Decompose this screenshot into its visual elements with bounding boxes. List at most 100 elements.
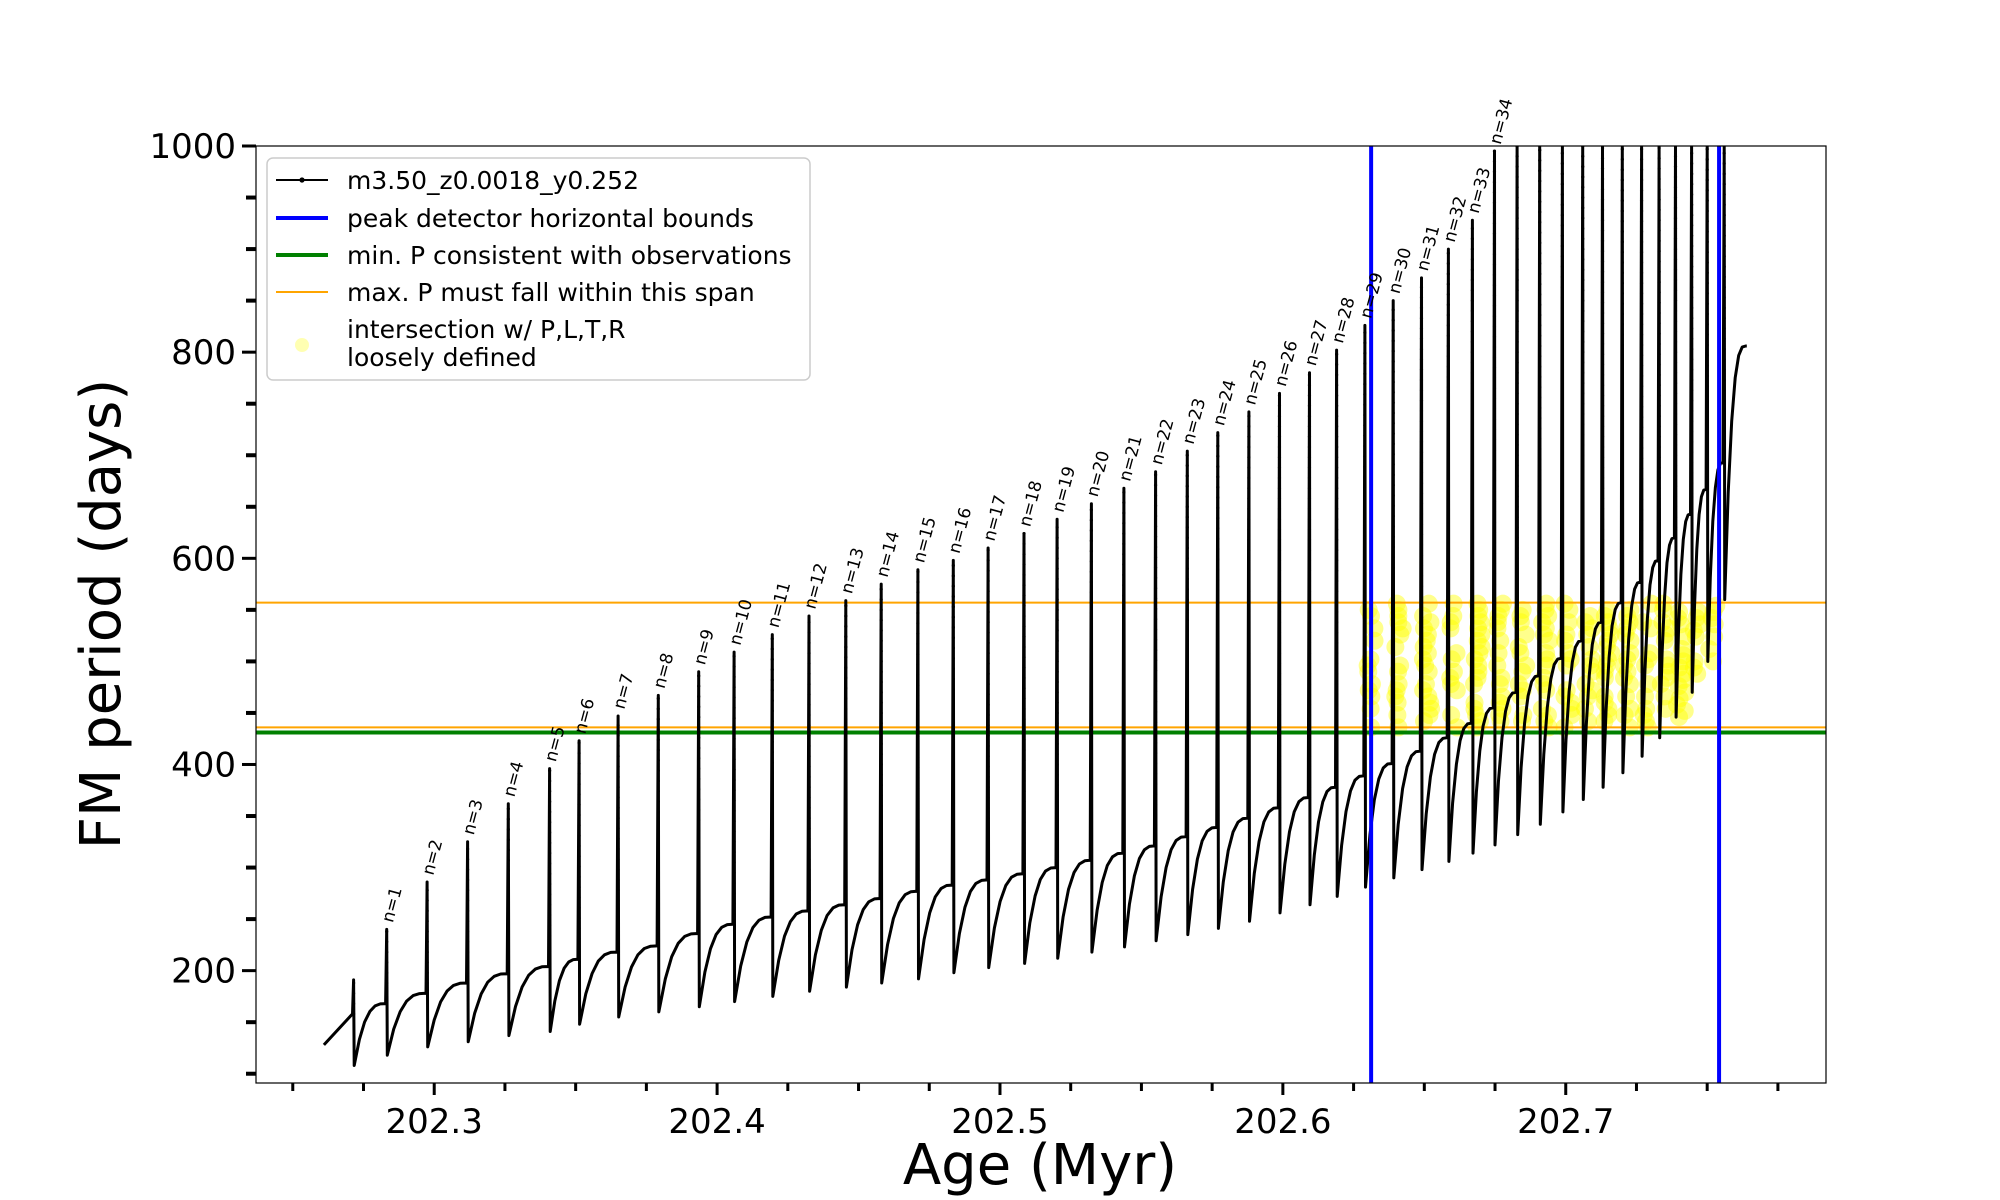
model-series-marker	[1673, 494, 1678, 499]
model-series-marker	[916, 827, 920, 832]
model-series-marker	[1185, 711, 1189, 715]
model-series-marker	[1363, 609, 1367, 613]
model-series-marker	[1307, 692, 1312, 696]
model-series-marker	[1705, 188, 1709, 192]
model-series-marker	[1307, 569, 1312, 573]
intersection-point	[1670, 708, 1689, 727]
model-series-marker	[1620, 363, 1624, 368]
model-series-marker	[1216, 568, 1220, 572]
model-series-marker	[1247, 414, 1251, 418]
model-series-marker	[697, 797, 701, 802]
model-series-marker	[1185, 628, 1189, 633]
model-series-marker	[879, 886, 883, 890]
model-series-marker	[1581, 597, 1585, 602]
model-series-marker	[1363, 434, 1367, 438]
model-series-marker	[1560, 491, 1564, 495]
model-series-marker	[1600, 455, 1605, 459]
model-series-marker	[1153, 545, 1158, 549]
model-series-marker	[548, 964, 552, 969]
model-series-marker	[1391, 328, 1395, 333]
model-series-marker	[1122, 830, 1126, 835]
model-series-marker	[1673, 391, 1678, 395]
model-series-marker	[807, 661, 811, 666]
model-series-marker	[1307, 466, 1312, 470]
model-series-marker	[1122, 614, 1126, 618]
model-series-marker	[697, 756, 701, 760]
model-series-marker	[1538, 571, 1542, 575]
model-series-marker	[1470, 257, 1474, 261]
model-series-marker	[1363, 732, 1367, 737]
model-series-marker	[1560, 151, 1564, 155]
model-series-marker	[1470, 329, 1474, 334]
model-series-marker	[1470, 711, 1474, 715]
model-series-marker	[1185, 835, 1189, 839]
model-series-marker	[1581, 608, 1585, 612]
model-series-marker	[1470, 422, 1474, 426]
model-series-marker	[1581, 536, 1585, 540]
model-series-marker	[1307, 445, 1312, 449]
model-series-marker	[770, 853, 774, 857]
model-series-marker	[1690, 285, 1694, 289]
model-series-marker	[1560, 471, 1564, 475]
model-series-marker	[1122, 769, 1126, 773]
model-series-marker	[1690, 192, 1694, 197]
model-series-marker	[1277, 620, 1282, 624]
model-series-marker	[1446, 519, 1450, 523]
model-series-marker	[1560, 656, 1564, 660]
model-series-marker	[1470, 608, 1474, 612]
model-series-marker	[1581, 567, 1585, 571]
model-series-marker	[616, 785, 620, 789]
model-series-marker	[1277, 682, 1282, 686]
model-series-marker	[844, 758, 848, 762]
model-series-marker	[1600, 249, 1605, 253]
model-series-marker	[656, 810, 660, 814]
model-series-marker	[986, 641, 990, 645]
model-series-marker	[1122, 635, 1126, 639]
model-series-marker	[1122, 562, 1126, 567]
model-series-marker	[1055, 762, 1059, 767]
model-series-marker	[465, 981, 470, 985]
model-series-marker	[1515, 433, 1519, 437]
model-series-marker	[807, 723, 811, 727]
model-series-marker	[1247, 703, 1251, 707]
model-series-marker	[1470, 371, 1474, 375]
model-series-marker	[1705, 446, 1709, 450]
model-series-marker	[1363, 578, 1367, 582]
model-series-marker	[1122, 521, 1126, 525]
model-series-marker	[1122, 552, 1126, 556]
model-series-marker	[1639, 219, 1644, 223]
model-series-marker	[770, 832, 774, 837]
model-series-marker	[1363, 506, 1367, 510]
model-series-marker	[1722, 151, 1726, 155]
model-series-marker	[1705, 157, 1709, 162]
model-series-marker	[986, 795, 990, 800]
model-series-marker	[1022, 655, 1026, 659]
model-series-marker	[548, 933, 552, 938]
model-series-marker	[616, 795, 620, 800]
model-series-marker	[1690, 450, 1694, 454]
y-axis-label: FM period (days)	[69, 379, 134, 849]
model-series-marker	[1705, 209, 1709, 213]
model-series-marker	[1560, 234, 1564, 238]
model-series-marker	[1673, 484, 1678, 488]
intersection-point	[1641, 644, 1660, 663]
model-series-marker	[351, 981, 356, 985]
model-series-marker	[1581, 340, 1585, 344]
model-series-marker	[1639, 446, 1644, 450]
model-series-marker	[1657, 527, 1661, 532]
model-series-marker	[1470, 412, 1474, 416]
model-series-marker	[1705, 415, 1709, 419]
model-series-marker	[879, 865, 883, 870]
model-series-marker	[951, 759, 955, 763]
model-series-marker	[1492, 417, 1497, 421]
model-series-marker	[1600, 538, 1605, 542]
model-series-marker	[1690, 182, 1694, 186]
model-series-marker	[1657, 548, 1661, 552]
model-series-marker	[1446, 334, 1450, 338]
model-series-marker	[1089, 693, 1093, 698]
model-series-marker	[577, 751, 581, 755]
model-series-marker	[1216, 660, 1220, 665]
intersection-point	[1537, 656, 1556, 675]
model-series-marker	[656, 872, 660, 876]
model-series-marker	[1657, 270, 1661, 274]
